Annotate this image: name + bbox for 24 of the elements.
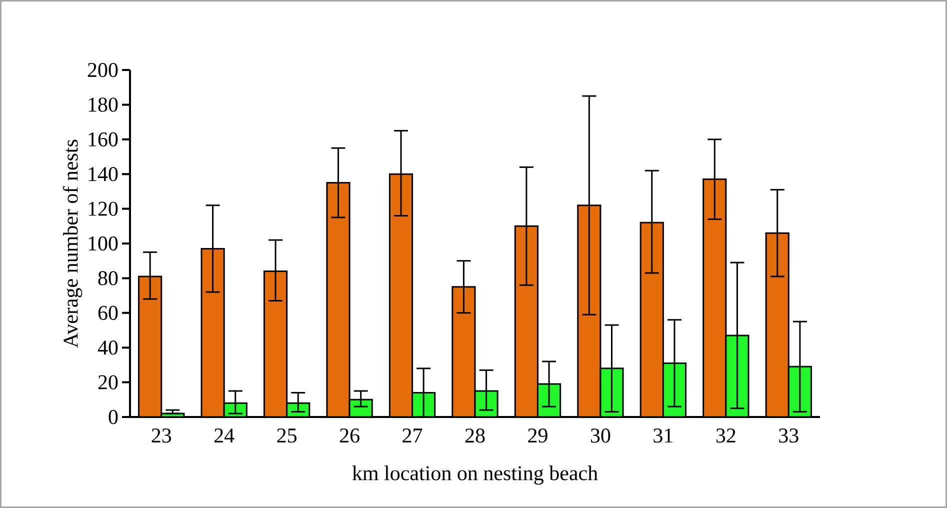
y-tick-label: 200 xyxy=(88,62,118,78)
x-tick-label: 24 xyxy=(214,428,234,442)
y-tick-label: 20 xyxy=(98,375,118,390)
y-tick-label: 80 xyxy=(98,271,118,286)
x-axis-title: km location on nesting beach xyxy=(352,466,598,485)
y-tick-label: 0 xyxy=(108,410,118,424)
y-tick-label: 120 xyxy=(88,202,118,216)
y-tick-label: 140 xyxy=(88,167,118,182)
x-tick-label: 25 xyxy=(277,428,297,443)
x-tick-label: 31 xyxy=(654,428,672,443)
y-tick-label: 40 xyxy=(98,340,118,355)
x-tick-label: 23 xyxy=(152,428,172,443)
x-tick-label: 27 xyxy=(402,428,422,442)
x-tick-label: 30 xyxy=(590,428,610,443)
x-tick-label: 32 xyxy=(716,428,736,443)
x-tick-label: 26 xyxy=(340,428,360,443)
y-tick-label: 160 xyxy=(88,132,118,146)
y-tick-label: 60 xyxy=(98,306,118,320)
y-tick-label: 180 xyxy=(88,98,118,112)
x-tick-label: 28 xyxy=(465,428,485,443)
y-axis-title: Average number of nests xyxy=(62,140,82,348)
x-tick-label: 29 xyxy=(528,428,548,443)
x-tick-label: 33 xyxy=(779,428,798,443)
y-tick-label: 100 xyxy=(88,236,118,251)
